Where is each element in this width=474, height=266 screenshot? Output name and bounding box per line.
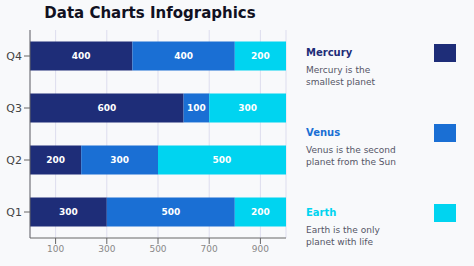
svg-text:600: 600	[97, 103, 116, 113]
html-text:Mercury is the smallest planet: Mercury is the smallest planet	[306, 64, 376, 87]
html-text:Venus: Venus	[306, 127, 341, 139]
svg-text:200: 200	[251, 207, 270, 217]
html-text:Earth: Earth	[306, 207, 337, 219]
svg-text:300: 300	[110, 155, 129, 165]
html-text:Earth is the only planet with: Earth is the only planet with life	[306, 224, 380, 247]
svg-text:400: 400	[174, 51, 193, 61]
svg-text:Q1: Q1	[8, 206, 22, 219]
svg-text:900: 900	[252, 244, 269, 254]
svg-text:Q2: Q2	[8, 154, 22, 167]
svg-text:200: 200	[251, 51, 270, 61]
svg-text:500: 500	[213, 155, 232, 165]
html-text:Mercury: Mercury	[306, 47, 353, 59]
svg-text:500: 500	[149, 244, 166, 254]
svg-text:300: 300	[59, 207, 78, 217]
svg-text:300: 300	[98, 244, 115, 254]
svg-text:700: 700	[201, 244, 218, 254]
svg-text:100: 100	[187, 103, 206, 113]
svg-text:Q3: Q3	[8, 102, 22, 115]
svg-text:Q4: Q4	[8, 50, 22, 63]
svg-text:400: 400	[72, 51, 91, 61]
html-text:Venus is the second planet fro: Venus is the second planet from the Sun	[306, 144, 396, 167]
svg-text:200: 200	[46, 155, 65, 165]
svg-text:300: 300	[238, 103, 257, 113]
svg-text:500: 500	[161, 207, 180, 217]
html-text:Data Charts Infographics: Data Charts Infographics	[44, 4, 256, 22]
svg-text:100: 100	[47, 244, 64, 254]
